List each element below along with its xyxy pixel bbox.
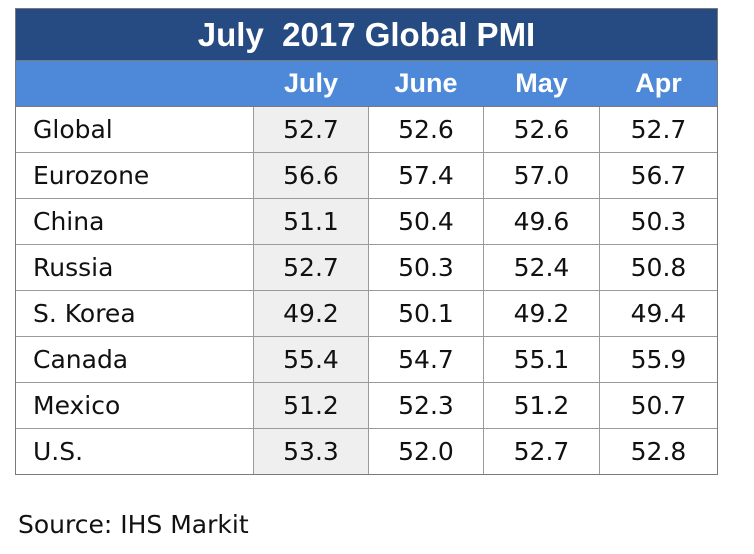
value-cell: 52.7 bbox=[253, 245, 368, 290]
value-cell: 50.4 bbox=[368, 199, 483, 244]
source-note: Source: IHS Markit bbox=[18, 510, 249, 539]
header-cell-apr: Apr bbox=[599, 61, 717, 106]
value-cell: 56.6 bbox=[253, 153, 368, 198]
header-cell-june: June bbox=[368, 61, 483, 106]
header-cell-july: July bbox=[253, 61, 368, 106]
row-label: China bbox=[33, 207, 105, 236]
value-cell: 57.4 bbox=[368, 153, 483, 198]
row-label: S. Korea bbox=[33, 299, 136, 328]
value-cell: 52.3 bbox=[368, 383, 483, 428]
header-row: July June May Apr bbox=[16, 61, 717, 107]
value-cell: 50.3 bbox=[599, 199, 717, 244]
table-row: S. Korea 49.2 50.1 49.2 49.4 bbox=[16, 291, 717, 337]
value-cell: 50.1 bbox=[368, 291, 483, 336]
value-cell: 52.7 bbox=[253, 107, 368, 152]
value-cell: 52.6 bbox=[368, 107, 483, 152]
value-cell: 51.1 bbox=[253, 199, 368, 244]
value-cell: 54.7 bbox=[368, 337, 483, 382]
row-label: Global bbox=[33, 115, 113, 144]
value-cell: 52.6 bbox=[483, 107, 599, 152]
table-row: Russia 52.7 50.3 52.4 50.8 bbox=[16, 245, 717, 291]
value-cell: 55.9 bbox=[599, 337, 717, 382]
table-title: July 2017 Global PMI bbox=[16, 9, 717, 61]
pmi-table: July 2017 Global PMI July June May Apr G… bbox=[15, 8, 718, 475]
value-cell: 50.8 bbox=[599, 245, 717, 290]
row-label: U.S. bbox=[33, 437, 84, 466]
value-cell: 55.1 bbox=[483, 337, 599, 382]
row-label: Eurozone bbox=[33, 161, 150, 190]
value-cell: 52.8 bbox=[599, 429, 717, 474]
table-row: China 51.1 50.4 49.6 50.3 bbox=[16, 199, 717, 245]
value-cell: 52.4 bbox=[483, 245, 599, 290]
table-row: Global 52.7 52.6 52.6 52.7 bbox=[16, 107, 717, 153]
table-body: Global 52.7 52.6 52.6 52.7 Eurozone 56.6 57.4 57… bbox=[16, 107, 717, 474]
table-row: U.S. 53.3 52.0 52.7 52.8 bbox=[16, 429, 717, 474]
row-label: Mexico bbox=[33, 391, 121, 420]
value-cell: 55.4 bbox=[253, 337, 368, 382]
value-cell: 56.7 bbox=[599, 153, 717, 198]
value-cell: 50.3 bbox=[368, 245, 483, 290]
value-cell: 52.7 bbox=[599, 107, 717, 152]
value-cell: 52.7 bbox=[483, 429, 599, 474]
value-cell: 49.2 bbox=[253, 291, 368, 336]
header-cell-may: May bbox=[483, 61, 599, 106]
value-cell: 49.4 bbox=[599, 291, 717, 336]
value-cell: 52.0 bbox=[368, 429, 483, 474]
table-row: Canada 55.4 54.7 55.1 55.9 bbox=[16, 337, 717, 383]
row-label: Canada bbox=[33, 345, 129, 374]
value-cell: 50.7 bbox=[599, 383, 717, 428]
value-cell: 51.2 bbox=[253, 383, 368, 428]
value-cell: 51.2 bbox=[483, 383, 599, 428]
value-cell: 57.0 bbox=[483, 153, 599, 198]
value-cell: 49.2 bbox=[483, 291, 599, 336]
table-row: Mexico 51.2 52.3 51.2 50.7 bbox=[16, 383, 717, 429]
table-row: Eurozone 56.6 57.4 57.0 56.7 bbox=[16, 153, 717, 199]
header-cell-blank bbox=[16, 61, 253, 106]
value-cell: 49.6 bbox=[483, 199, 599, 244]
value-cell: 53.3 bbox=[253, 429, 368, 474]
row-label: Russia bbox=[33, 253, 114, 282]
